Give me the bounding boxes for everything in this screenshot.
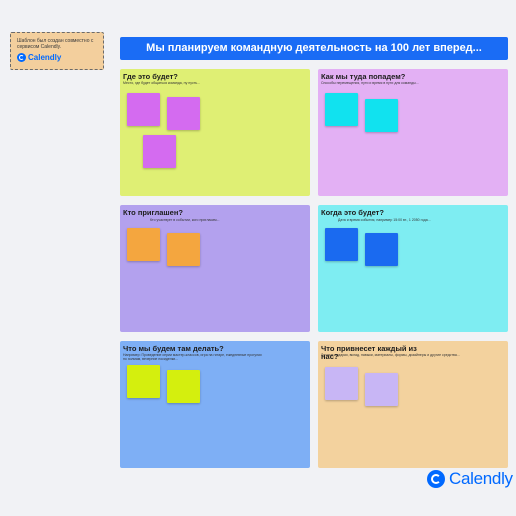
card-what-bring[interactable]: Что привнесет каждый из нас? Личные пода…: [318, 341, 508, 468]
card-where[interactable]: Где это будет? Место, где будет общаться…: [120, 69, 310, 196]
calendly-c-icon: [427, 470, 445, 488]
sticky-note[interactable]: [167, 233, 200, 266]
board-title-banner[interactable]: Мы планируем командную деятельность на 1…: [120, 37, 508, 60]
card-subtitle: Дата и время события, например 15:00 вт.…: [338, 218, 431, 222]
card-title: Когда это будет?: [321, 208, 384, 217]
sticky-note[interactable]: [365, 373, 398, 406]
sticky-note[interactable]: [167, 370, 200, 403]
calendly-c-icon: [17, 53, 26, 62]
credit-calendly-logo: Calendly: [17, 53, 97, 62]
card-who-invited[interactable]: Кто приглашен? Кто участвует в событии, …: [120, 205, 310, 332]
card-subtitle: Например: Проведение серии мастер-классо…: [123, 353, 262, 361]
card-how-get-there[interactable]: Как мы туда попадем? Способы перемещения…: [318, 69, 508, 196]
card-title: Что мы будем там делать?: [123, 344, 224, 353]
card-subtitle: Место, где будет общаться команда, ну пу…: [123, 81, 201, 85]
card-title: Где это будет?: [123, 72, 178, 81]
sticky-note[interactable]: [365, 233, 398, 266]
card-title: Что привнесет каждый из нас?: [321, 344, 417, 361]
credit-text: Шаблон был создан совместно с сервисом C…: [17, 38, 94, 50]
calendly-logo-word: Calendly: [449, 469, 513, 488]
calendly-logo: Calendly: [427, 469, 513, 489]
card-title: Как мы туда попадем?: [321, 72, 406, 81]
card-subtitle: Личные подарки, вклад, навыки, материалы…: [321, 353, 460, 357]
sticky-note[interactable]: [167, 97, 200, 130]
sticky-note[interactable]: [325, 228, 358, 261]
sticky-note[interactable]: [325, 93, 358, 126]
sticky-note[interactable]: [143, 135, 176, 168]
sticky-note[interactable]: [127, 228, 160, 261]
card-when[interactable]: Когда это будет? Дата и время события, н…: [318, 205, 508, 332]
card-what-do[interactable]: Что мы будем там делать? Например: Прове…: [120, 341, 310, 468]
card-subtitle: Способы перемещения, пути и время в пути…: [321, 81, 419, 85]
card-title: Кто приглашен?: [123, 208, 183, 217]
template-credit-note[interactable]: Шаблон был создан совместно с сервисом C…: [10, 32, 104, 70]
sticky-note[interactable]: [325, 367, 358, 400]
credit-logo-word: Calendly: [28, 53, 62, 62]
sticky-note[interactable]: [365, 99, 398, 132]
card-subtitle: Кто участвует в событии, кого пригласим.…: [150, 218, 220, 222]
sticky-note[interactable]: [127, 365, 160, 398]
sticky-note[interactable]: [127, 93, 160, 126]
